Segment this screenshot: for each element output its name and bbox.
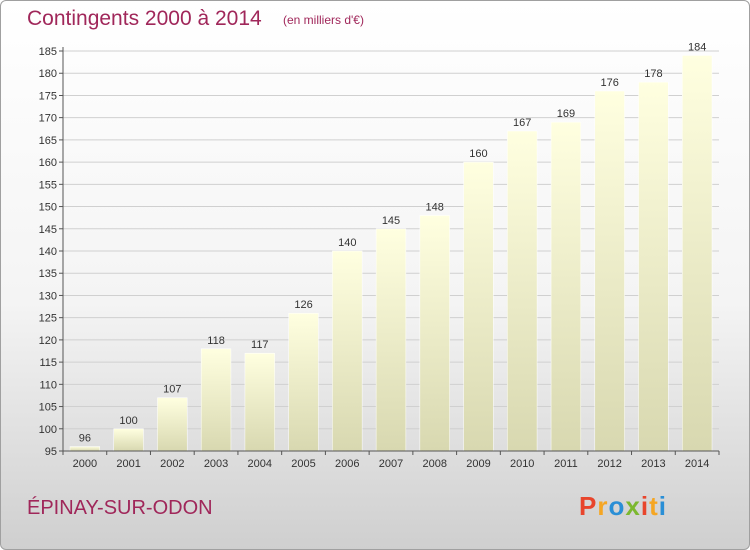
bar [463, 161, 494, 452]
data-label: 107 [163, 384, 181, 396]
y-tick-label: 125 [39, 313, 57, 325]
logo-letter: P [579, 491, 598, 521]
y-tick-label: 95 [45, 446, 57, 458]
proxiti-logo: Proxiti [579, 491, 667, 522]
data-label: 96 [79, 433, 91, 445]
logo-letter: i [658, 491, 667, 521]
y-tick-label: 130 [39, 290, 57, 302]
y-tick-label: 110 [39, 379, 57, 391]
data-label: 140 [338, 237, 356, 249]
axes: 95 100 105 110 115 120 125 130 135 140 145 150 155 16… [39, 46, 720, 470]
x-tick-label: 2008 [422, 458, 446, 470]
data-label: 167 [513, 117, 531, 129]
x-tick-label: 2002 [160, 458, 184, 470]
chart-title: Contingents 2000 à 2014 [27, 7, 262, 30]
x-tick-label: 2012 [597, 458, 621, 470]
logo-letter: o [608, 491, 626, 521]
data-label: 145 [382, 215, 400, 227]
y-tick-label: 165 [39, 135, 57, 147]
y-tick-label: 155 [39, 179, 57, 191]
x-tick-label: 2010 [510, 458, 534, 470]
bar [200, 348, 232, 452]
y-tick-label: 115 [39, 357, 57, 369]
bar [682, 55, 713, 452]
bar [332, 250, 363, 452]
bar [69, 446, 100, 452]
bar [157, 397, 188, 452]
bar [638, 81, 669, 452]
y-tick-label: 160 [39, 157, 57, 169]
y-tick-label: 135 [39, 268, 57, 280]
bar [375, 228, 407, 452]
logo-letter: r [597, 491, 609, 521]
x-tick-label: 2004 [248, 458, 272, 470]
data-label: 160 [469, 148, 487, 160]
bar [113, 428, 144, 452]
data-label: 118 [207, 335, 225, 347]
data-label: 117 [251, 339, 269, 351]
x-tick-label: 2013 [641, 458, 665, 470]
data-label: 100 [119, 415, 137, 427]
chart-subtitle: (en milliers d'€) [283, 13, 364, 27]
data-label: 176 [600, 77, 618, 89]
x-tick-label: 2011 [554, 458, 578, 470]
y-tick-label: 105 [39, 402, 57, 414]
y-tick-label: 170 [39, 113, 57, 125]
bar [244, 352, 275, 452]
x-tick-label: 2014 [685, 458, 709, 470]
bar [507, 130, 538, 452]
x-tick-label: 2005 [291, 458, 315, 470]
logo-letter: t [649, 491, 659, 521]
y-tick-label: 175 [39, 90, 57, 102]
y-tick-label: 180 [39, 68, 57, 80]
data-label: 148 [426, 201, 444, 213]
x-tick-label: 2009 [466, 458, 490, 470]
bar [419, 215, 450, 452]
y-tick-label: 120 [39, 335, 57, 347]
y-tick-label: 185 [39, 46, 57, 58]
data-label: 126 [294, 299, 312, 311]
x-tick-label: 2003 [204, 458, 228, 470]
y-tick-label: 145 [39, 224, 57, 236]
logo-letter: x [625, 491, 641, 521]
data-label: 184 [688, 41, 706, 53]
x-tick-label: 2006 [335, 458, 359, 470]
bar [288, 312, 319, 452]
x-tick-label: 2007 [379, 458, 403, 470]
commune-name: ÉPINAY-SUR-ODON [27, 497, 213, 519]
x-tick-label: 2001 [116, 458, 140, 470]
y-tick-label: 100 [39, 424, 57, 436]
x-tick-label: 2000 [73, 458, 97, 470]
bars: 96 100 107 118 117 126 140 145 148 160 167 169 176 17… [69, 41, 713, 452]
data-label: 169 [557, 108, 575, 120]
y-tick-label: 150 [39, 202, 57, 214]
y-tick-label: 140 [39, 246, 57, 258]
bar [594, 90, 625, 452]
bar [550, 121, 582, 452]
logo-letter: i [640, 491, 650, 521]
data-label: 178 [644, 68, 662, 80]
